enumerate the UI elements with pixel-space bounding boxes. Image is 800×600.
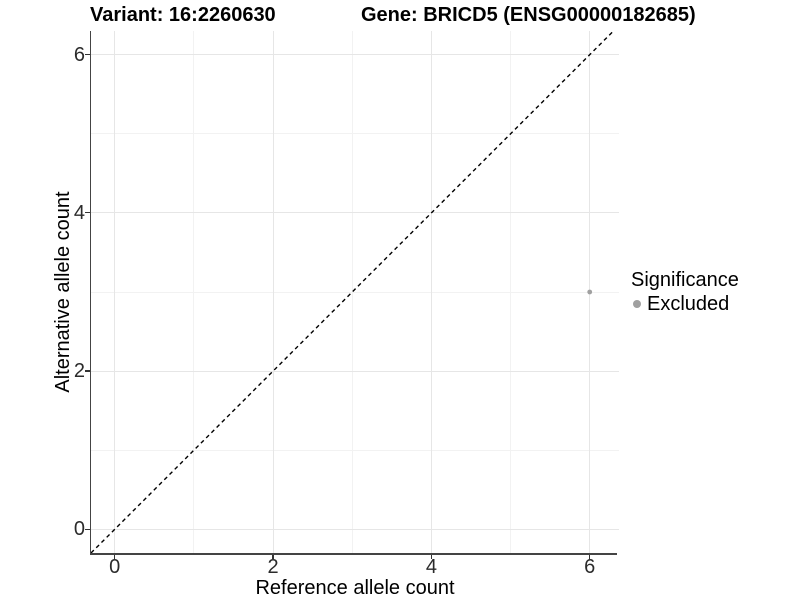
gridline-y-major <box>91 370 619 372</box>
y-tick-mark <box>85 528 90 530</box>
y-tick-mark <box>85 54 90 56</box>
x-tick-mark <box>272 554 274 560</box>
y-tick-label: 0 <box>73 518 85 541</box>
y-tick-mark <box>85 370 90 372</box>
x-axis-title: Reference allele count <box>255 577 455 599</box>
x-tick-label: 0 <box>109 556 121 578</box>
legend: Significance Excluded <box>631 269 796 315</box>
x-tick-mark <box>589 554 591 560</box>
gridline-y-minor <box>91 291 619 293</box>
plot-panel <box>91 31 619 553</box>
y-tick-label: 6 <box>73 43 85 66</box>
legend-item-excluded: Excluded <box>631 293 796 315</box>
plot-layer <box>91 31 614 553</box>
y-tick-label: 4 <box>73 201 85 224</box>
identity-line <box>91 31 614 553</box>
y-axis-line <box>89 31 92 554</box>
gridline-y-minor <box>91 449 619 451</box>
y-axis-title: Alternative allele count <box>52 191 74 393</box>
y-tick-label: 2 <box>73 360 85 383</box>
gridline-y-major <box>91 212 619 214</box>
x-tick-label: 4 <box>425 556 437 578</box>
plot-title-variant: Variant: 16:2260630 <box>90 4 276 26</box>
legend-item-label: Excluded <box>647 293 730 315</box>
gridline-y-minor <box>91 133 619 135</box>
data-points <box>587 289 593 295</box>
x-tick-mark <box>114 554 116 560</box>
x-tick-mark <box>430 554 432 560</box>
gridline-x-major <box>430 31 432 553</box>
plot-title-gene: Gene: BRICD5 (ENSG00000182685) <box>361 4 696 26</box>
y-tick-mark <box>85 212 90 214</box>
x-axis-line <box>89 552 617 555</box>
gridline-y-major <box>91 528 619 530</box>
legend-title: Significance <box>631 269 739 291</box>
x-tick-label: 6 <box>584 556 596 578</box>
gridline-x-major <box>272 31 274 553</box>
gridline-x-major <box>114 31 116 553</box>
x-tick-label: 2 <box>267 556 279 578</box>
legend-point-icon <box>633 300 641 308</box>
gridline-y-major <box>91 54 619 56</box>
data-point <box>587 289 593 295</box>
